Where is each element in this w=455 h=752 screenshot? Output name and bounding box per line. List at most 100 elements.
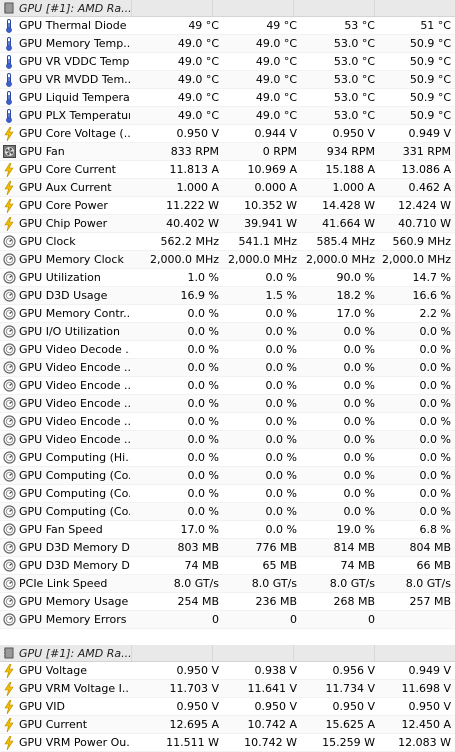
value-current: 11.222 W (166, 199, 219, 212)
value-minimum: 0.000 A (254, 181, 297, 194)
bolt-icon (2, 681, 16, 696)
value-current: 562.2 MHz (160, 235, 219, 248)
sensor-row[interactable]: GPU Memory Temp... 49.0 °C 49.0 °C 53.0 °C 5… (0, 35, 455, 53)
sensor-row[interactable]: GPU Fan Speed 17.0 % 0.0 % 19.0 % 6.8 % (0, 521, 455, 539)
value-current: 1.000 A (176, 181, 219, 194)
sensor-row[interactable]: GPU Video Encode ... 0.0 % 0.0 % 0.0 % 0.0 % (0, 395, 455, 413)
sensor-row[interactable]: GPU Computing (Co... 0.0 % 0.0 % 0.0 % 0.0 % (0, 485, 455, 503)
sensor-row[interactable]: GPU Memory Contr... 0.0 % 0.0 % 17.0 % 2.2 % (0, 305, 455, 323)
sensor-row[interactable]: GPU Memory Usage 254 MB 236 MB 268 MB 257 MB (0, 593, 455, 611)
value-current: 1.0 % (187, 271, 219, 284)
sensor-row[interactable]: GPU Thermal Diode 49 °C 49 °C 53 °C 51 °C (0, 17, 455, 35)
sensor-row[interactable]: GPU Clock 562.2 MHz 541.1 MHz 585.4 MHz 560.… (0, 233, 455, 251)
sensor-row[interactable]: GPU Core Power 11.222 W 10.352 W 14.428 W 12… (0, 197, 455, 215)
sensor-row[interactable]: GPU Aux Current 1.000 A 0.000 A 1.000 A 0.46… (0, 179, 455, 197)
sensor-row[interactable]: GPU Computing (Hi... 0.0 % 0.0 % 0.0 % 0.0 % (0, 449, 455, 467)
sensor-name: GPU VR MVDD Tem... (19, 73, 130, 86)
value-maximum: 53.0 °C (333, 55, 375, 68)
value-minimum: 10.742 A (247, 718, 297, 731)
sensor-row[interactable]: GPU VR MVDD Tem... 49.0 °C 49.0 °C 53.0 °C 5… (0, 71, 455, 89)
value-average: 14.7 % (412, 271, 451, 284)
value-maximum: 19.0 % (336, 523, 375, 536)
sensor-row[interactable]: GPU Liquid Tempera... 49.0 °C 49.0 °C 53.0 … (0, 89, 455, 107)
value-maximum: 2,000.0 MHz (305, 253, 375, 266)
value-maximum: 0.950 V (332, 700, 375, 713)
bolt-icon (2, 180, 16, 195)
value-maximum: 53.0 °C (333, 73, 375, 86)
value-minimum: 0.0 % (265, 361, 297, 374)
sensor-row[interactable]: GPU I/O Utilization 0.0 % 0.0 % 0.0 % 0.0 % (0, 323, 455, 341)
sensor-row[interactable]: GPU Video Decode ... 0.0 % 0.0 % 0.0 % 0.0 % (0, 341, 455, 359)
thermometer-icon (2, 36, 16, 51)
value-minimum: 49.0 °C (255, 91, 297, 104)
sensor-name: GPU Computing (Hi... (19, 451, 130, 464)
value-average: 257 MB (409, 595, 451, 608)
value-average: 8.0 GT/s (405, 577, 451, 590)
value-current: 0.0 % (187, 451, 219, 464)
sensor-name: PCIe Link Speed (19, 577, 108, 590)
value-average: 0.462 A (408, 181, 451, 194)
sensor-row[interactable]: GPU VRM Voltage I... 11.703 V 11.641 V 11.7… (0, 680, 455, 698)
sensor-row[interactable]: GPU Core Voltage (... 0.950 V 0.944 V 0.950… (0, 125, 455, 143)
sensor-row[interactable]: GPU D3D Memory D... 74 MB 65 MB 74 MB 66 MB (0, 557, 455, 575)
value-minimum: 49.0 °C (255, 109, 297, 122)
sensor-row[interactable]: GPU Utilization 1.0 % 0.0 % 90.0 % 14.7 % (0, 269, 455, 287)
sensor-name: GPU VID (19, 700, 65, 713)
clock-icon (2, 271, 16, 285)
clock-icon (2, 577, 16, 591)
sensor-row[interactable]: GPU Fan 833 RPM 0 RPM 934 RPM 331 RPM (0, 143, 455, 161)
sensor-row[interactable]: GPU VRM Power Ou... 11.511 W 10.742 W 15.25… (0, 734, 455, 752)
sensor-name: GPU Fan Speed (19, 523, 103, 536)
sensor-name: GPU Memory Contr... (19, 307, 130, 320)
sensor-name: GPU Utilization (19, 271, 101, 284)
clock-icon (2, 433, 16, 447)
sensor-row[interactable]: GPU Memory Errors 0 0 0 (0, 611, 455, 629)
value-current: 0.0 % (187, 343, 219, 356)
clock-icon (2, 559, 16, 573)
thermometer-icon (2, 18, 16, 33)
bolt-icon (2, 126, 16, 141)
sensor-row[interactable]: GPU PLX Temperature 49.0 °C 49.0 °C 53.0 °C… (0, 107, 455, 125)
sensor-name: GPU Video Encode ... (19, 415, 130, 428)
sensor-name: GPU Aux Current (19, 181, 112, 194)
value-current: 49.0 °C (177, 91, 219, 104)
value-maximum: 268 MB (333, 595, 375, 608)
sensor-row[interactable]: GPU Computing (Co... 0.0 % 0.0 % 0.0 % 0.0 % (0, 503, 455, 521)
value-maximum: 0.0 % (343, 379, 375, 392)
sensor-name: GPU Core Power (19, 199, 108, 212)
section-header-gpu-1[interactable]: GPU [#1]: AMD Ra... (0, 0, 455, 17)
sensor-row[interactable]: GPU D3D Usage 16.9 % 1.5 % 18.2 % 16.6 % (0, 287, 455, 305)
sensor-name: GPU Chip Power (19, 217, 108, 230)
sensor-name: GPU VRM Power Ou... (19, 736, 130, 749)
sensor-row[interactable]: GPU Video Encode ... 0.0 % 0.0 % 0.0 % 0.0 % (0, 431, 455, 449)
bolt-icon (2, 699, 16, 714)
section-header-gpu-1-vrm[interactable]: GPU [#1]: AMD Ra... (0, 645, 455, 662)
value-average: 2.2 % (419, 307, 451, 320)
sensor-row[interactable]: GPU Video Encode ... 0.0 % 0.0 % 0.0 % 0.0 % (0, 413, 455, 431)
value-minimum: 0.0 % (265, 271, 297, 284)
sensor-row[interactable]: GPU VID 0.950 V 0.950 V 0.950 V 0.950 V (0, 698, 455, 716)
sensor-row[interactable]: GPU D3D Memory D... 803 MB 776 MB 814 MB 804… (0, 539, 455, 557)
sensor-row[interactable]: GPU Core Current 11.813 A 10.969 A 15.188 A… (0, 161, 455, 179)
clock-icon (2, 505, 16, 519)
sensor-row[interactable]: GPU Current 12.695 A 10.742 A 15.625 A 12.45… (0, 716, 455, 734)
sensor-name: GPU Current (19, 718, 88, 731)
sensor-row[interactable]: GPU Video Encode ... 0.0 % 0.0 % 0.0 % 0.0 % (0, 359, 455, 377)
sensor-row[interactable]: GPU Computing (Co... 0.0 % 0.0 % 0.0 % 0.0 % (0, 467, 455, 485)
chip-icon (2, 1, 16, 15)
value-current: 49.0 °C (177, 109, 219, 122)
sensor-row[interactable]: GPU VR VDDC Temp... 49.0 °C 49.0 °C 53.0 °C… (0, 53, 455, 71)
sensor-row[interactable]: PCIe Link Speed 8.0 GT/s 8.0 GT/s 8.0 GT/s 8… (0, 575, 455, 593)
clock-icon (2, 451, 16, 465)
sensor-row[interactable]: GPU Memory Clock 2,000.0 MHz 2,000.0 MHz 2,… (0, 251, 455, 269)
sensor-row[interactable]: GPU Video Encode ... 0.0 % 0.0 % 0.0 % 0.0 % (0, 377, 455, 395)
sensor-row[interactable]: GPU Voltage 0.950 V 0.938 V 0.956 V 0.949 V (0, 662, 455, 680)
value-average: 0.0 % (419, 325, 451, 338)
sensor-row[interactable]: GPU Chip Power 40.402 W 39.941 W 41.664 W 40… (0, 215, 455, 233)
value-maximum: 0.0 % (343, 487, 375, 500)
value-average: 0.0 % (419, 487, 451, 500)
value-maximum: 14.428 W (322, 199, 375, 212)
sensor-name: GPU D3D Memory D... (19, 559, 130, 572)
fan-icon (2, 145, 16, 159)
sensor-name: GPU Video Decode ... (19, 343, 130, 356)
